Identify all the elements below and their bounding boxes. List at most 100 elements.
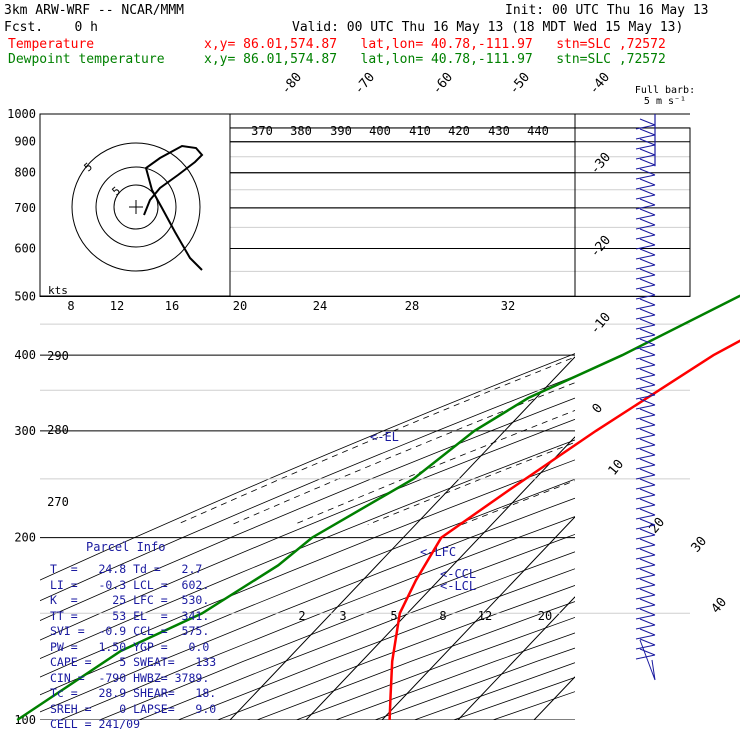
wind-barb xyxy=(635,528,656,540)
theta-label-lower: 280 xyxy=(47,423,69,437)
dry-adiabat xyxy=(178,568,575,720)
parcel-info-row: CELL = 241/09 xyxy=(50,717,141,731)
dry-adiabat xyxy=(335,632,575,720)
wind-barb xyxy=(635,298,656,310)
parcel-info-row: T = 24.8 Td = 2.7 xyxy=(50,562,203,576)
valid-time: Valid: 00 UTC Thu 16 May 13 (18 MDT Wed … xyxy=(292,20,684,35)
wind-speed-label: 16 xyxy=(165,299,179,313)
pressure-tick-label: 700 xyxy=(14,201,36,215)
hodo-kts-label: kts xyxy=(48,284,68,297)
dry-adiabat xyxy=(40,459,575,678)
wind-barb xyxy=(635,618,656,630)
wind-speed-label: 28 xyxy=(405,299,419,313)
wind-barb xyxy=(635,198,656,210)
model-title: 3km ARW-WRF -- NCAR/MMM xyxy=(4,3,185,18)
theta-label-lower: 270 xyxy=(47,495,69,509)
wind-barb xyxy=(635,418,656,430)
forecast-hour: Fcst. 0 h xyxy=(4,20,98,35)
wind-barb xyxy=(635,368,656,380)
wind-barb xyxy=(635,278,656,290)
wind-barb xyxy=(635,438,656,450)
pressure-tick-label: 800 xyxy=(14,166,36,180)
theta-label: 410 xyxy=(409,124,431,138)
wind-barb xyxy=(635,168,656,180)
pressure-tick-label: 400 xyxy=(14,348,36,362)
dry-adiabat xyxy=(40,418,575,641)
wind-barb xyxy=(635,248,656,260)
parcel-info-row: PW = 1.50 YGP = 0.0 xyxy=(50,639,210,654)
isotherm-line xyxy=(229,356,575,720)
parcel-info-row: LI = -0.3 LCL = 602. xyxy=(50,577,210,592)
theta-label: 420 xyxy=(448,124,470,138)
wind-barb xyxy=(635,188,656,200)
level-annotation: <-CCL xyxy=(440,567,476,581)
wind-barb xyxy=(635,358,656,370)
hodograph-trace xyxy=(143,144,204,271)
wind-speed-label: 32 xyxy=(501,299,515,313)
mixing-ratio-label: 12 xyxy=(478,609,492,623)
theta-label: 440 xyxy=(527,124,549,138)
full-barb-value: 5 m s⁻¹ xyxy=(644,96,686,107)
wind-barb xyxy=(635,498,656,510)
isotherm-label: -50 xyxy=(507,70,534,98)
wind-barb xyxy=(635,508,656,520)
temperature-line xyxy=(388,339,740,721)
theta-label: 390 xyxy=(330,124,352,138)
hodograph-ring xyxy=(95,166,177,248)
wind-barb xyxy=(635,448,656,460)
wind-barb xyxy=(635,268,656,280)
level-annotation: <-LCL xyxy=(440,579,476,593)
isotherm-line xyxy=(533,676,575,720)
mixing-ratio-label: 3 xyxy=(339,609,346,623)
wind-speed-label: 24 xyxy=(313,299,327,313)
wind-barb xyxy=(635,578,656,590)
wind-speed-label: 8 xyxy=(67,299,74,313)
wind-barb xyxy=(635,478,656,490)
isotherm-label: 40 xyxy=(709,595,731,617)
wind-barb xyxy=(635,208,656,220)
wind-barb xyxy=(635,228,656,240)
isotherm-label: -70 xyxy=(352,70,379,98)
wind-barb xyxy=(635,468,656,480)
isotherm-label: -80 xyxy=(279,70,306,98)
parcel-info-row: CIN = -790 HWBZ= 3789. xyxy=(50,670,210,685)
isotherm-label: 10 xyxy=(606,457,628,479)
wind-barb xyxy=(635,458,656,470)
wind-barb xyxy=(635,318,656,330)
parcel-info-row: CAPE = 5 SWEAT= 133 xyxy=(50,655,217,669)
wind-barb xyxy=(635,488,656,500)
theta-label: 430 xyxy=(488,124,510,138)
theta-label-lower: 290 xyxy=(47,349,69,363)
isotherm-line xyxy=(686,101,740,720)
isotherm-label: -30 xyxy=(588,150,615,178)
dewpoint-legend: Dewpoint temperature xyxy=(8,52,165,67)
dry-adiabat xyxy=(296,616,575,720)
parcel-info-row: TT = 53 EL = 341. xyxy=(50,608,210,623)
wind-barb xyxy=(635,378,656,390)
wind-barb xyxy=(635,588,656,600)
wind-speed-label: 20 xyxy=(233,299,247,313)
wind-barb xyxy=(635,598,656,610)
parcel-info-row: SVI = -0.9 CCL = 575. xyxy=(50,624,210,638)
wind-barb xyxy=(635,568,656,580)
dry-adiabat xyxy=(374,647,575,720)
theta-label: 370 xyxy=(251,124,273,138)
wind-barb xyxy=(635,288,656,300)
pressure-tick-label: 500 xyxy=(14,289,36,303)
isotherm-line xyxy=(381,516,575,720)
isotherm-line xyxy=(457,596,575,720)
isotherm-label: -40 xyxy=(587,70,614,98)
wind-barb xyxy=(635,388,656,400)
dewpoint-line xyxy=(16,294,740,722)
theta-label: 400 xyxy=(369,124,391,138)
dry-adiabat xyxy=(40,397,575,622)
wind-barb xyxy=(635,128,656,140)
isotherm-label: -10 xyxy=(588,310,615,338)
parcel-info-row: SREH = 0 LAPSE= 9.0 xyxy=(50,701,217,716)
wind-barb xyxy=(635,338,656,350)
full-barb-label: Full barb: xyxy=(635,85,695,96)
wind-speed-label: 12 xyxy=(110,299,124,313)
wind-barb xyxy=(635,158,656,170)
wind-barb xyxy=(635,348,656,360)
